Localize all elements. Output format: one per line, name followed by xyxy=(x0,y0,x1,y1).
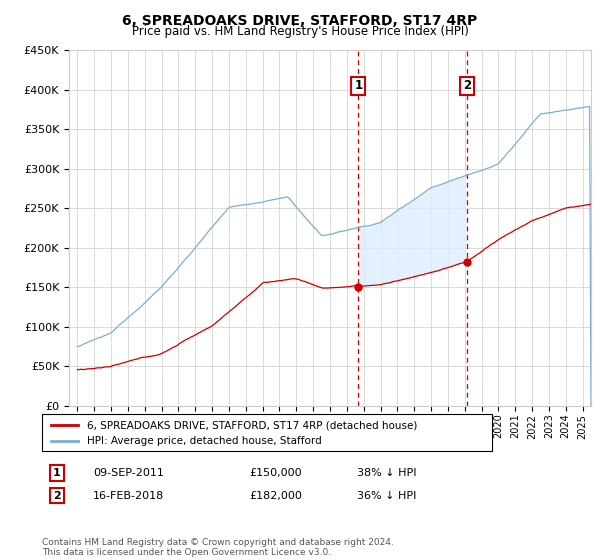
Text: 09-SEP-2011: 09-SEP-2011 xyxy=(93,468,164,478)
Text: 1: 1 xyxy=(53,468,61,478)
Text: 2: 2 xyxy=(463,80,471,92)
Text: £150,000: £150,000 xyxy=(249,468,302,478)
Text: 6, SPREADOAKS DRIVE, STAFFORD, ST17 4RP (detached house): 6, SPREADOAKS DRIVE, STAFFORD, ST17 4RP … xyxy=(87,421,418,430)
Text: 1: 1 xyxy=(355,80,362,92)
Text: Contains HM Land Registry data © Crown copyright and database right 2024.
This d: Contains HM Land Registry data © Crown c… xyxy=(42,538,394,557)
Text: 2: 2 xyxy=(53,491,61,501)
Text: 6, SPREADOAKS DRIVE, STAFFORD, ST17 4RP: 6, SPREADOAKS DRIVE, STAFFORD, ST17 4RP xyxy=(122,14,478,28)
Text: HPI: Average price, detached house, Stafford: HPI: Average price, detached house, Staf… xyxy=(87,436,322,446)
Text: 38% ↓ HPI: 38% ↓ HPI xyxy=(357,468,416,478)
Text: £182,000: £182,000 xyxy=(249,491,302,501)
Text: 36% ↓ HPI: 36% ↓ HPI xyxy=(357,491,416,501)
FancyBboxPatch shape xyxy=(42,414,492,451)
Text: Price paid vs. HM Land Registry's House Price Index (HPI): Price paid vs. HM Land Registry's House … xyxy=(131,25,469,38)
Text: 16-FEB-2018: 16-FEB-2018 xyxy=(93,491,164,501)
